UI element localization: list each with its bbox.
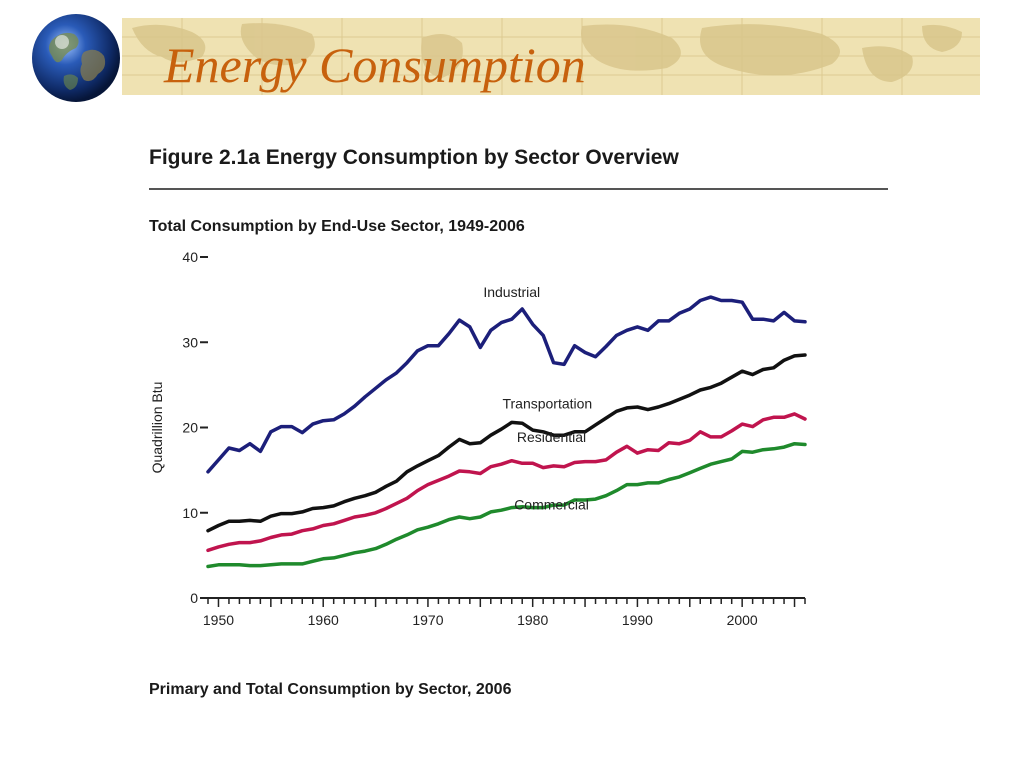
- title-banner: Energy Consumption: [122, 18, 980, 95]
- chart-title: Total Consumption by End-Use Sector, 194…: [149, 218, 525, 235]
- y-tick-label: 0: [190, 590, 198, 606]
- x-tick-label: 1970: [412, 612, 443, 628]
- slide-title: Energy Consumption: [164, 37, 586, 93]
- series-line-industrial: [206, 295, 807, 474]
- x-tick-label: 1950: [203, 612, 234, 628]
- y-axis: 0 10 20 30 40: [182, 249, 208, 606]
- x-tick-label: 1960: [308, 612, 339, 628]
- series-line-transportation: [206, 353, 807, 533]
- y-tick-label: 20: [182, 420, 198, 436]
- x-tick-label: 1990: [622, 612, 653, 628]
- series-line-residential: [206, 412, 807, 553]
- x-axis: 1950 1960 1970 1980 1990 2000: [203, 597, 806, 628]
- series-labels: Industrial Transportation Residential Comme…: [483, 284, 592, 512]
- globe-icon: [32, 14, 120, 102]
- y-tick-label: 10: [182, 505, 198, 521]
- title-divider: [149, 188, 888, 190]
- world-map-background: [122, 18, 980, 95]
- series-label-transportation: Transportation: [502, 396, 592, 412]
- y-tick-label: 40: [182, 249, 198, 265]
- series-label-industrial: Industrial: [483, 284, 540, 300]
- x-tick-label: 1980: [517, 612, 548, 628]
- series-label-commercial: Commercial: [514, 496, 589, 512]
- series-label-residential: Residential: [517, 429, 586, 445]
- series-layer: [206, 295, 807, 569]
- x-tick-label: 2000: [727, 612, 758, 628]
- consumption-line-chart: 0 10 20 30 40 1950 1960 1970 1980 1990 2000 Indus…: [149, 249, 807, 628]
- bottom-heading: Primary and Total Consumption by Sector,…: [149, 681, 512, 698]
- y-tick-label: 30: [182, 334, 198, 350]
- series-line-commercial: [206, 441, 807, 569]
- y-axis-label: Quadrillion Btu: [149, 382, 165, 474]
- figure-title: Figure 2.1a Energy Consumption by Sector…: [149, 146, 679, 169]
